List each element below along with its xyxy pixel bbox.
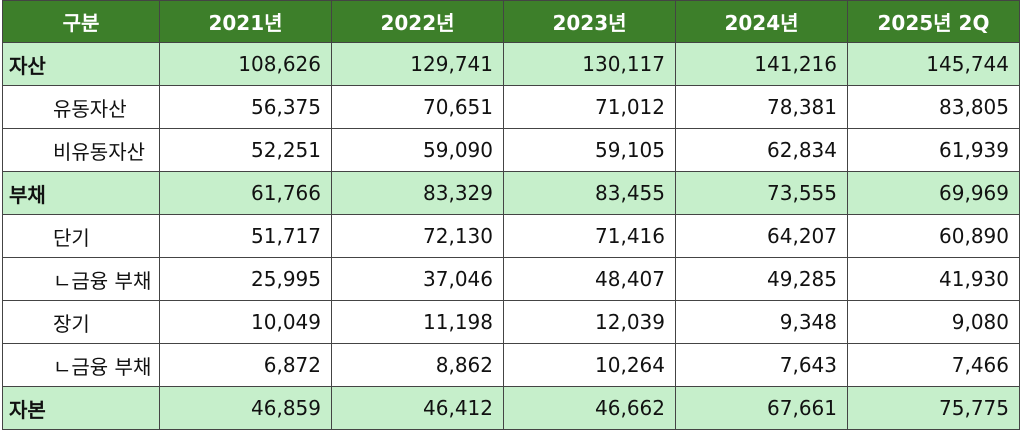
header-year-2021: 2021년 [159,0,332,43]
cell-value: 10,049 [159,300,332,344]
table-header: 구분 2021년 2022년 2023년 2024년 2025년 2Q [2,0,1020,43]
cell-value: 9,348 [675,300,848,344]
cell-value: 12,039 [503,300,676,344]
cell-value: 71,416 [503,214,676,258]
cell-value: 6,872 [159,343,332,387]
cell-value: 52,251 [159,128,332,172]
cell-value: 59,090 [331,128,504,172]
table-row-sub: 유동자산 56,375 70,651 71,012 78,381 83,805 [2,85,1020,129]
cell-value: 25,995 [159,257,332,301]
row-label: 장기 [2,300,160,344]
cell-value: 73,555 [675,171,848,215]
row-label: 단기 [2,214,160,258]
cell-value: 9,080 [847,300,1020,344]
cell-value: 108,626 [159,42,332,86]
cell-value: 56,375 [159,85,332,129]
cell-value: 67,661 [675,386,848,430]
cell-value: 11,198 [331,300,504,344]
financial-table: 구분 2021년 2022년 2023년 2024년 2025년 2Q 자산 10… [2,0,1020,430]
header-year-2025-2q: 2025년 2Q [847,0,1020,43]
cell-value: 61,939 [847,128,1020,172]
cell-value: 130,117 [503,42,676,86]
cell-value: 41,930 [847,257,1020,301]
cell-value: 59,105 [503,128,676,172]
cell-value: 46,859 [159,386,332,430]
row-label: ㄴ금융 부채 [2,257,160,301]
cell-value: 46,412 [331,386,504,430]
cell-value: 83,329 [331,171,504,215]
cell-value: 62,834 [675,128,848,172]
header-row: 구분 2021년 2022년 2023년 2024년 2025년 2Q [2,0,1020,43]
row-label: 부채 [2,171,160,215]
cell-value: 60,890 [847,214,1020,258]
cell-value: 64,207 [675,214,848,258]
row-label: 자산 [2,42,160,86]
row-label: 유동자산 [2,85,160,129]
table-row-sub: ㄴ금융 부채 6,872 8,862 10,264 7,643 7,466 [2,343,1020,387]
cell-value: 83,805 [847,85,1020,129]
cell-value: 48,407 [503,257,676,301]
cell-value: 129,741 [331,42,504,86]
header-year-2023: 2023년 [503,0,676,43]
cell-value: 78,381 [675,85,848,129]
cell-value: 71,012 [503,85,676,129]
cell-value: 46,662 [503,386,676,430]
header-year-2022: 2022년 [331,0,504,43]
row-label: 비유동자산 [2,128,160,172]
cell-value: 49,285 [675,257,848,301]
cell-value: 83,455 [503,171,676,215]
cell-value: 145,744 [847,42,1020,86]
cell-value: 8,862 [331,343,504,387]
cell-value: 69,969 [847,171,1020,215]
cell-value: 61,766 [159,171,332,215]
cell-value: 72,130 [331,214,504,258]
table-row-sub: 장기 10,049 11,198 12,039 9,348 9,080 [2,300,1020,344]
cell-value: 75,775 [847,386,1020,430]
cell-value: 51,717 [159,214,332,258]
header-category: 구분 [2,0,160,43]
table-row-major: 자본 46,859 46,412 46,662 67,661 75,775 [2,386,1020,430]
cell-value: 7,643 [675,343,848,387]
table-row-major: 부채 61,766 83,329 83,455 73,555 69,969 [2,171,1020,215]
cell-value: 10,264 [503,343,676,387]
cell-value: 141,216 [675,42,848,86]
table-body: 자산 108,626 129,741 130,117 141,216 145,744 유동자… [2,42,1020,430]
row-label: ㄴ금융 부채 [2,343,160,387]
header-year-2024: 2024년 [675,0,848,43]
table-row-sub: 단기 51,717 72,130 71,416 64,207 60,890 [2,214,1020,258]
table-row-sub: 비유동자산 52,251 59,090 59,105 62,834 61,939 [2,128,1020,172]
cell-value: 7,466 [847,343,1020,387]
table-row-major: 자산 108,626 129,741 130,117 141,216 145,744 [2,42,1020,86]
cell-value: 70,651 [331,85,504,129]
table-row-sub: ㄴ금융 부채 25,995 37,046 48,407 49,285 41,930 [2,257,1020,301]
cell-value: 37,046 [331,257,504,301]
row-label: 자본 [2,386,160,430]
